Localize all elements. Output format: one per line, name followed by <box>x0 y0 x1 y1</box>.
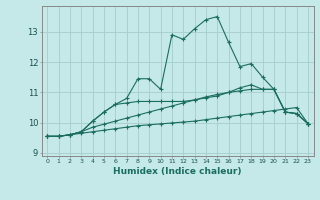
X-axis label: Humidex (Indice chaleur): Humidex (Indice chaleur) <box>113 167 242 176</box>
